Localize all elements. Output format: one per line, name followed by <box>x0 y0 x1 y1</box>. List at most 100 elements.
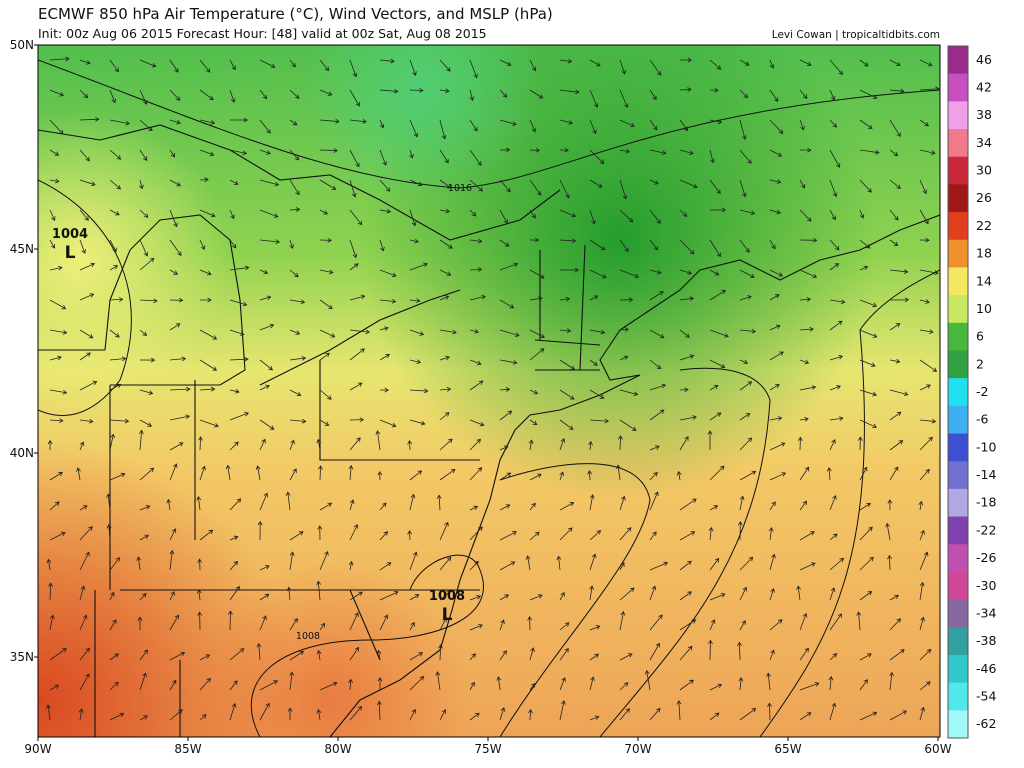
wind-arrow <box>856 611 862 631</box>
wind-arrow <box>229 59 236 71</box>
wind-arrow <box>589 653 599 661</box>
wind-arrow <box>559 591 565 601</box>
wind-arrow <box>349 348 365 361</box>
wind-arrow <box>109 59 119 73</box>
wind-arrow <box>349 417 365 423</box>
wind-arrow <box>109 89 116 104</box>
colorbar-swatch <box>948 433 968 462</box>
wind-arrow <box>316 580 321 601</box>
wind-arrow <box>496 676 502 691</box>
wind-arrow <box>589 295 599 301</box>
wind-arrow <box>407 439 413 451</box>
wind-arrow <box>619 327 630 332</box>
title: ECMWF 850 hPa Air Temperature (°C), Wind… <box>38 5 553 23</box>
wind-arrow <box>137 616 143 631</box>
wind-arrow <box>769 149 783 157</box>
wind-arrow <box>889 358 901 364</box>
wind-arrow <box>106 493 111 511</box>
wind-arrow <box>78 708 84 721</box>
wind-arrow <box>229 329 245 336</box>
wind-arrow <box>589 329 606 335</box>
wind-arrow <box>46 558 52 571</box>
wind-arrow <box>829 263 840 271</box>
wind-arrow <box>859 711 878 721</box>
wind-arrow <box>829 533 838 541</box>
wind-arrow <box>529 89 544 99</box>
wind-arrow <box>49 531 66 541</box>
wind-arrow <box>859 209 865 219</box>
isobar-label: 1008 <box>296 631 320 642</box>
wind-arrow <box>79 551 90 571</box>
wind-arrow <box>229 441 239 451</box>
wind-arrow <box>229 648 245 661</box>
wind-arrow <box>709 149 715 164</box>
colorbar-swatch <box>948 571 968 601</box>
wind-arrow <box>409 329 425 336</box>
wind-arrow <box>289 418 307 424</box>
wind-arrow <box>499 650 507 661</box>
wind-arrow <box>799 416 809 422</box>
wind-arrow <box>139 534 149 541</box>
wind-arrow <box>769 89 779 103</box>
colorbar-swatch <box>948 654 968 684</box>
wind-arrow <box>679 354 695 361</box>
colorbar-label: 38 <box>976 107 992 122</box>
wind-arrow <box>529 682 536 691</box>
wind-arrow <box>199 209 216 218</box>
wind-arrow <box>889 209 899 221</box>
wind-arrow <box>139 505 151 511</box>
wind-arrow <box>589 209 596 225</box>
wind-arrow <box>76 467 81 481</box>
wind-arrow <box>769 324 781 331</box>
wind-arrow <box>769 472 787 481</box>
wind-arrow <box>196 589 202 601</box>
wind-arrow <box>349 89 360 107</box>
wind-arrow <box>919 299 930 304</box>
wind-arrow <box>859 419 877 429</box>
wind-arrow <box>169 59 179 73</box>
wind-arrow <box>919 237 930 243</box>
wind-arrow <box>679 560 692 571</box>
wind-arrow <box>588 440 593 451</box>
wind-arrow <box>439 88 450 94</box>
wind-arrow <box>499 89 508 98</box>
colorbar-swatch <box>948 212 968 241</box>
credit: Levi Cowan | tropicaltidbits.com <box>772 29 940 41</box>
wind-arrow <box>259 565 270 571</box>
wind-arrow <box>259 384 270 391</box>
wind-arrow <box>109 356 127 362</box>
wind-arrow <box>349 705 363 721</box>
wind-arrow <box>528 439 534 451</box>
wind-arrow <box>349 524 359 541</box>
wind-arrow <box>469 505 479 511</box>
wind-arrow <box>469 380 484 391</box>
wind-arrow <box>289 239 294 250</box>
wind-arrow <box>379 119 385 129</box>
wind-arrow <box>349 329 371 335</box>
wind-arrow <box>379 58 395 64</box>
wind-arrow <box>469 89 475 102</box>
colorbar-swatch <box>948 239 968 268</box>
wind-arrow <box>619 297 634 303</box>
wind-arrow <box>799 326 814 332</box>
wind-arrow <box>199 239 206 251</box>
wind-arrow <box>319 329 336 338</box>
wind-arrow <box>559 209 577 218</box>
wind-arrow <box>79 179 96 187</box>
wind-arrow <box>587 470 593 481</box>
lat-label: 40N <box>10 446 34 460</box>
wind-arrow <box>889 88 905 94</box>
wind-arrow <box>349 239 358 259</box>
wind-arrow <box>769 384 780 391</box>
wind-arrow <box>919 119 930 127</box>
wind-arrow <box>829 653 838 661</box>
wind-arrow <box>79 673 90 691</box>
wind-arrow <box>348 464 354 481</box>
wind-arrow <box>859 556 874 571</box>
wind-arrow <box>139 257 155 271</box>
lon-label: 60W <box>924 742 951 756</box>
wind-arrow <box>409 149 414 159</box>
wind-arrow <box>529 647 535 661</box>
wind-arrow <box>859 679 868 691</box>
wind-arrow <box>376 649 382 661</box>
